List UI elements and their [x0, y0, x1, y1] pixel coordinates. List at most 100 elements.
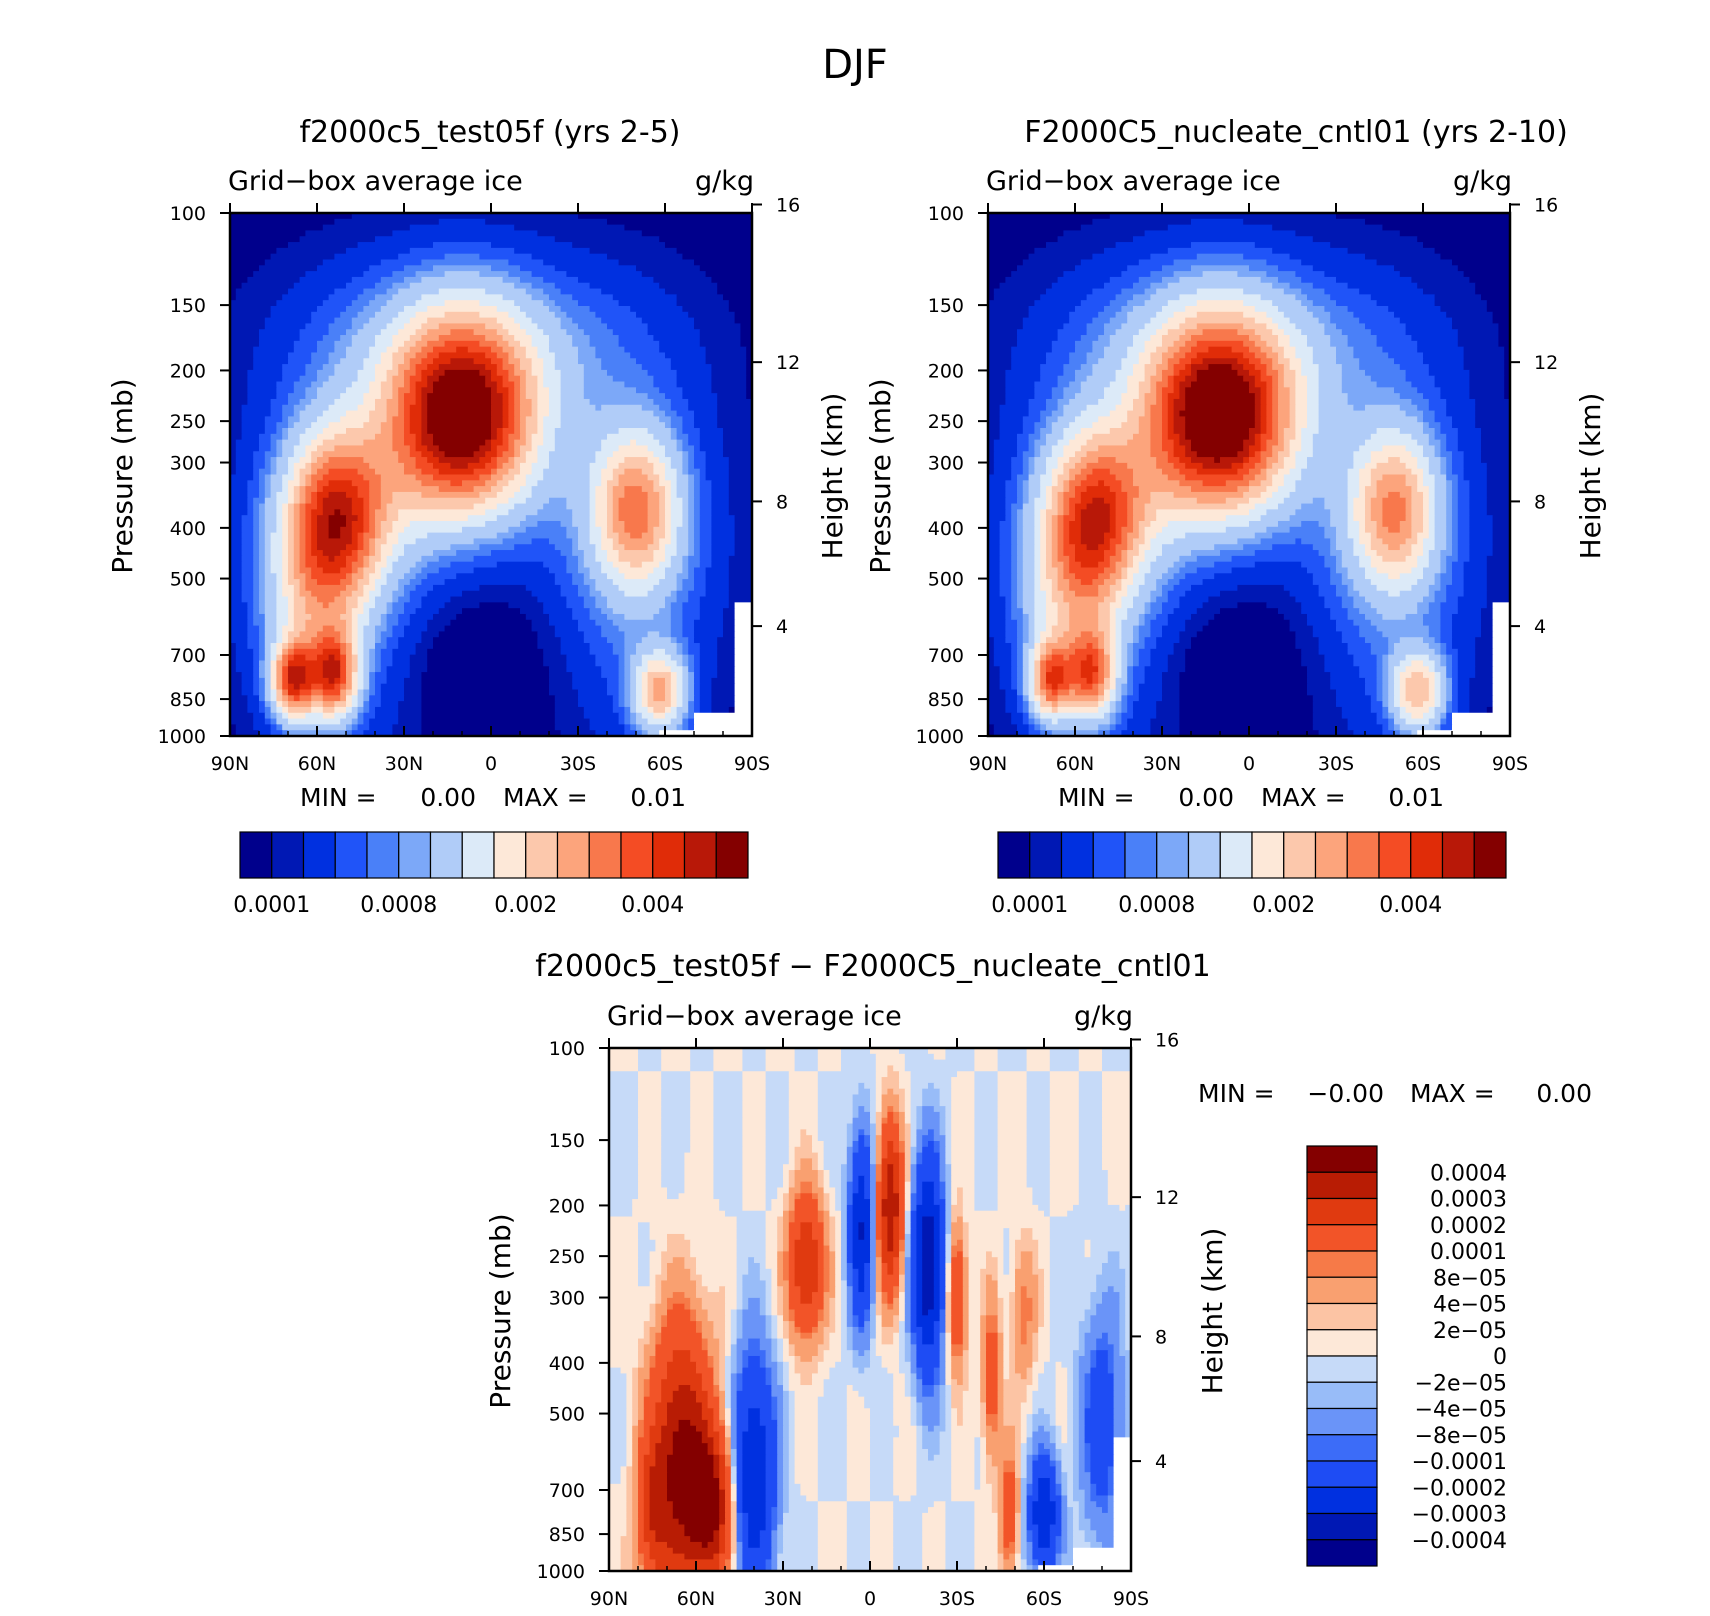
field-cell: [241, 544, 254, 551]
field-cell: [1481, 457, 1511, 464]
field-cell: [1295, 643, 1320, 650]
field-cell: [537, 410, 550, 417]
field-cell: [612, 648, 625, 656]
field-cell: [1051, 491, 1059, 499]
field-cell: [230, 236, 301, 243]
field-cell: [1469, 677, 1494, 685]
field-cell: [1167, 428, 1175, 435]
field-cell: [676, 247, 753, 255]
field-cell: [688, 590, 707, 598]
field-cell: [1069, 555, 1076, 563]
field-cell: [1051, 497, 1059, 505]
field-cell: [415, 398, 422, 406]
field-cell: [409, 410, 422, 417]
field-cell: [1028, 648, 1035, 656]
field-cell: [317, 532, 330, 540]
field-cell: [1104, 689, 1111, 696]
field-cell: [1457, 538, 1470, 545]
field-cell: [392, 439, 405, 447]
field-cell: [1446, 544, 1453, 551]
field-cell: [1051, 428, 1064, 435]
field-cell: [1167, 381, 1175, 388]
field-cell: [351, 643, 359, 650]
field-cell: [1196, 340, 1244, 348]
field-cell: [1017, 561, 1024, 569]
field-cell: [276, 381, 295, 388]
field-cell: [1446, 538, 1453, 545]
field-cell: [1370, 544, 1389, 551]
field-cell: [1434, 445, 1441, 452]
field-cell: [554, 428, 620, 435]
field-cell: [1417, 439, 1430, 447]
field-cell: [1138, 631, 1151, 638]
field-cell: [1457, 265, 1511, 272]
field-cell: [1028, 445, 1035, 452]
field-cell: [1191, 486, 1238, 493]
field-cell: [1272, 317, 1291, 325]
field-cell: [728, 602, 736, 609]
field-cell: [1254, 462, 1267, 470]
field-cell: [1046, 567, 1059, 574]
field-cell: [1341, 381, 1378, 388]
field-cell: [264, 486, 272, 493]
field-cell: [351, 718, 359, 725]
field-cell: [328, 654, 335, 662]
field-cell: [1359, 532, 1372, 540]
field-cell: [514, 282, 533, 290]
field-cell: [595, 509, 608, 516]
field-cell: [1133, 654, 1140, 662]
field-cell: [270, 550, 283, 557]
field-cell: [1382, 555, 1407, 563]
field-cell: [357, 538, 364, 545]
field-cell: [247, 393, 277, 400]
field-cell: [1405, 613, 1424, 621]
field-cell: [1098, 666, 1105, 673]
field-cell: [1069, 468, 1082, 476]
field-cell: [1428, 433, 1436, 441]
field-cell: [363, 398, 376, 406]
field-cell: [583, 364, 602, 371]
field-cell: [1446, 695, 1453, 702]
field-cell: [1121, 486, 1140, 493]
field-cell: [253, 654, 260, 662]
field-cell: [241, 433, 260, 441]
field-cell: [404, 422, 411, 429]
field-cell: [1167, 410, 1175, 417]
field-cell: [514, 387, 521, 394]
field-cell: [705, 462, 730, 470]
field-cell: [1440, 654, 1447, 662]
field-cell: [1127, 375, 1146, 383]
field-cell: [589, 567, 602, 574]
field-cell: [1034, 573, 1041, 580]
field-cell: [999, 428, 1024, 435]
field-cell: [699, 660, 718, 667]
field-cell: [1138, 393, 1146, 400]
field-cell: [311, 695, 324, 702]
field-cell: [357, 724, 370, 731]
field-cell: [322, 648, 341, 656]
field-cell: [1492, 613, 1511, 621]
field-cell: [409, 666, 428, 673]
field-cell: [444, 602, 480, 609]
field-cell: [670, 422, 683, 429]
field-cell: [1011, 643, 1018, 650]
field-cell: [317, 538, 353, 545]
field-cell: [1440, 695, 1447, 702]
field-cell: [276, 695, 283, 702]
field-cell: [589, 573, 608, 580]
field-cell: [421, 398, 428, 406]
field-cell: [1115, 474, 1134, 481]
field-cell: [1028, 468, 1035, 476]
field-cell: [1063, 544, 1076, 551]
field-cell: [392, 230, 538, 237]
field-cell: [230, 520, 243, 528]
field-cell: [351, 654, 359, 662]
field-cell: [1017, 474, 1030, 481]
field-cell: [259, 579, 266, 586]
field-cell: [1249, 468, 1262, 476]
field-cell: [1121, 567, 1128, 574]
field-cell: [1057, 602, 1070, 609]
field-cell: [1307, 689, 1337, 696]
field-cell: [514, 369, 527, 377]
field-cell: [1336, 555, 1343, 563]
